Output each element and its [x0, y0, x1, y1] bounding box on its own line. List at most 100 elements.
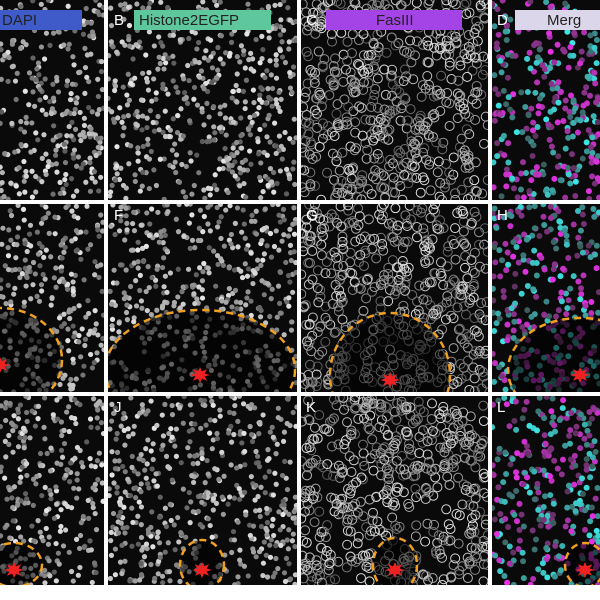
cell	[552, 313, 559, 320]
cell	[563, 290, 570, 297]
cell	[439, 447, 450, 458]
cell	[337, 147, 348, 158]
nucleus	[264, 152, 270, 158]
cell	[548, 408, 555, 415]
nucleus	[112, 231, 118, 238]
cell	[455, 60, 466, 71]
nucleus	[280, 27, 287, 33]
nucleus	[146, 485, 152, 491]
nucleus	[112, 458, 118, 464]
nucleus	[267, 429, 273, 435]
nucleus	[118, 204, 124, 210]
cell	[587, 518, 594, 525]
nucleus	[186, 220, 192, 226]
nucleus	[229, 549, 235, 556]
nucleus	[94, 135, 101, 141]
cell	[320, 336, 331, 347]
cell	[325, 549, 336, 560]
nucleus	[292, 572, 297, 578]
cell	[305, 137, 316, 148]
cell	[584, 73, 591, 80]
nucleus	[65, 46, 71, 52]
nucleus	[118, 520, 124, 526]
cell	[464, 384, 475, 392]
nucleus	[53, 488, 60, 494]
nucleus	[177, 405, 183, 411]
cell	[349, 145, 360, 156]
cell	[450, 553, 461, 564]
cell	[545, 121, 552, 128]
cell	[586, 532, 593, 539]
nucleus	[140, 70, 146, 76]
nucleus	[177, 578, 183, 585]
cell	[374, 422, 385, 433]
nucleus	[160, 85, 166, 91]
nucleus	[22, 500, 28, 506]
nucleus	[245, 573, 251, 579]
cell	[357, 456, 368, 467]
nucleus	[197, 207, 203, 213]
nucleus	[13, 183, 19, 189]
cell	[540, 569, 547, 576]
cell	[452, 376, 463, 387]
cell	[502, 449, 509, 456]
cell	[497, 273, 504, 280]
cell	[396, 396, 407, 407]
cell	[591, 251, 598, 258]
nucleus	[163, 523, 170, 530]
cell	[390, 40, 401, 51]
cell	[472, 448, 483, 459]
cell	[434, 191, 445, 200]
nucleus	[148, 561, 154, 568]
nucleus	[0, 533, 4, 539]
cell	[482, 491, 488, 502]
nucleus	[131, 423, 137, 429]
cell	[429, 112, 440, 123]
cell	[396, 0, 407, 11]
cell	[450, 31, 461, 42]
cell	[309, 111, 320, 122]
cell	[423, 0, 434, 9]
nucleus	[162, 133, 169, 140]
nucleus	[127, 492, 134, 499]
cell	[555, 99, 562, 106]
nucleus	[48, 496, 54, 502]
wound-outline	[328, 311, 452, 392]
nucleus	[66, 309, 72, 315]
nucleus	[22, 189, 28, 195]
nucleus	[158, 233, 164, 240]
cell	[475, 0, 486, 11]
nucleus	[23, 409, 30, 416]
nucleus	[14, 234, 21, 240]
cell	[586, 195, 593, 200]
nucleus	[136, 499, 142, 505]
nucleus	[227, 204, 233, 209]
nucleus	[162, 401, 168, 407]
nucleus	[67, 479, 73, 485]
cell	[337, 467, 348, 478]
nucleus	[285, 546, 292, 552]
cell	[545, 523, 552, 530]
nucleus	[147, 0, 153, 6]
cell	[466, 527, 477, 538]
nucleus	[155, 113, 161, 120]
nucleus	[277, 300, 283, 306]
cell	[529, 152, 536, 159]
cell	[516, 500, 523, 507]
cell	[564, 517, 571, 524]
nucleus	[232, 287, 239, 293]
cell	[471, 15, 482, 26]
cell	[566, 108, 573, 115]
cell	[543, 298, 550, 305]
nucleus	[15, 444, 22, 450]
nucleus	[248, 250, 254, 256]
cell	[359, 460, 370, 471]
cell	[307, 274, 318, 285]
nucleus	[249, 212, 255, 218]
cell	[501, 498, 508, 505]
nucleus	[261, 251, 267, 257]
nucleus	[108, 95, 111, 101]
cell	[363, 77, 374, 88]
cell	[587, 92, 594, 99]
cell	[391, 431, 402, 442]
